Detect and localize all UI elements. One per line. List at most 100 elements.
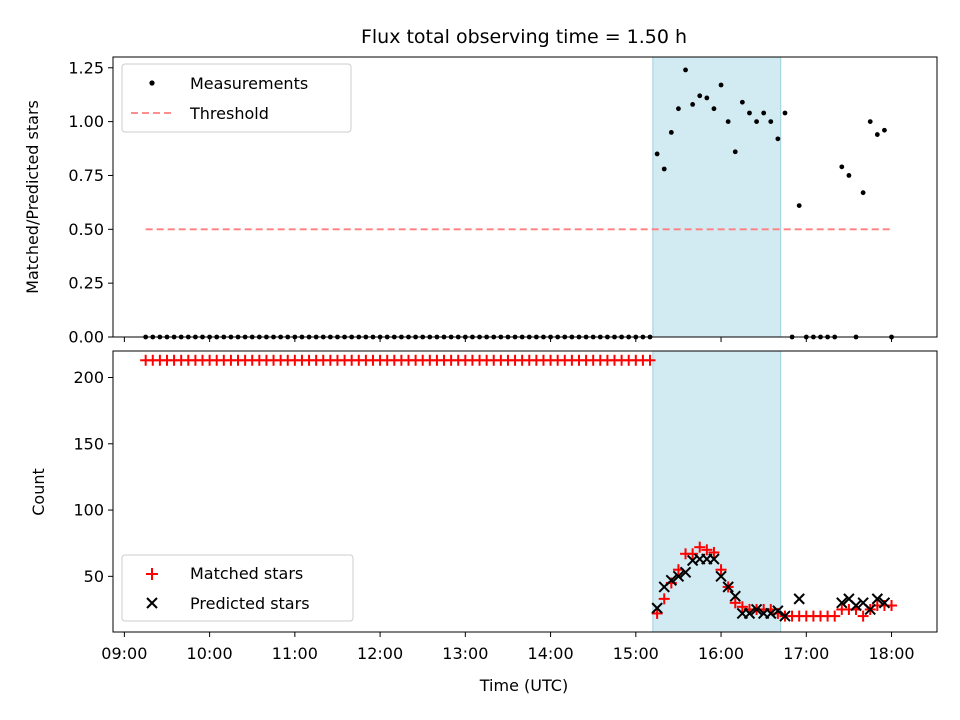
bottom-y-ticks: 50 100 150 200: [73, 368, 113, 586]
predicted-star-point: [779, 610, 791, 622]
top-legend: Measurements Threshold: [121, 63, 352, 133]
matched-star-point: [729, 597, 741, 609]
predicted-stars-points: [651, 553, 891, 622]
measurement-point: [754, 119, 759, 125]
bottom-y-axis-label: Count: [29, 468, 48, 516]
measurement-point: [882, 127, 887, 133]
predicted-star-stroke: [722, 581, 734, 593]
x-tick-label: 16:00: [698, 644, 744, 663]
predicted-star-point: [722, 581, 734, 593]
measurement-point: [846, 173, 852, 178]
top-legend-box: [121, 63, 352, 133]
predicted-star-stroke: [750, 603, 763, 616]
x-tick-label: 13:00: [442, 644, 488, 663]
predicted-star-stroke: [743, 607, 756, 620]
y-tick-label: 0.75: [68, 166, 104, 185]
predicted-star-point: [750, 603, 763, 616]
measurement-point: [683, 67, 688, 73]
predicted-star-point: [708, 553, 720, 565]
predicted-star-stroke: [836, 597, 848, 609]
predicted-star-point: [679, 566, 692, 579]
predicted-star-point: [743, 607, 756, 620]
y-tick-label: 200: [73, 368, 104, 387]
predicted-star-stroke: [850, 599, 862, 612]
predicted-stars-legend-label: Predicted stars: [190, 594, 310, 613]
matched-star-point: [651, 607, 663, 619]
predicted-star-stroke: [729, 590, 741, 602]
predicted-star-point: [864, 603, 876, 616]
x-tick-label: 10:00: [187, 644, 233, 663]
measurements-legend-label: Measurements: [190, 74, 308, 93]
top-panel: 0.00 0.25 0.50 0.75 1.00 1.25 Flux total obse…: [23, 26, 938, 347]
matched-star-point: [736, 601, 748, 613]
predicted-star-point: [878, 597, 891, 609]
bottom-legend: Matched stars Predicted stars: [121, 554, 354, 622]
matched-star-point: [701, 544, 713, 556]
top-y-axis-label: Matched/Predicted stars: [23, 100, 42, 294]
x-tick-label: 11:00: [272, 644, 318, 663]
y-tick-label: 0.50: [68, 220, 104, 239]
measurement-point: [725, 119, 731, 125]
matched-star-point: [644, 354, 656, 366]
measurement-point: [874, 132, 880, 137]
predicted-star-stroke: [871, 593, 884, 605]
bottom-axes-frame: [112, 350, 938, 633]
predicted-star-stroke: [686, 554, 699, 567]
top-x-ticks: [123, 337, 893, 342]
measurement-point: [697, 93, 703, 99]
measurements-legend-marker: [149, 80, 155, 86]
measurement-point: [782, 110, 788, 116]
measurement-point: [704, 95, 710, 101]
measurement-point: [768, 119, 774, 125]
y-tick-label: 0.25: [68, 274, 104, 293]
measurement-point: [739, 99, 745, 105]
predicted-star-point: [871, 593, 884, 605]
matched-stars-legend-label: Matched stars: [190, 564, 303, 583]
predicted-star-stroke: [715, 570, 727, 583]
predicted-star-point: [729, 590, 741, 602]
y-tick-label: 1.25: [68, 58, 104, 77]
y-tick-label: 1.00: [68, 112, 104, 131]
x-tick-label: 12:00: [357, 644, 403, 663]
y-tick-label: 0.00: [68, 328, 104, 347]
bottom-x-ticks: 09:00 10:00 11:00 12:00 13:00 14:00 15:00 16:00…: [101, 632, 915, 663]
predicted-star-stroke: [672, 570, 685, 583]
measurement-point: [775, 136, 781, 142]
measurement-point: [718, 82, 724, 88]
matched-star-point: [829, 610, 841, 622]
measurement-point: [690, 101, 696, 107]
predicted-star-point: [850, 599, 862, 612]
measurement-point: [661, 166, 667, 172]
predicted-star-stroke: [843, 593, 855, 605]
predicted-star-point: [836, 597, 848, 609]
x-tick-label: 09:00: [101, 644, 147, 663]
predicted-star-stroke: [665, 574, 678, 587]
x-axis-label: Time (UTC): [479, 676, 568, 695]
predicted-star-point: [715, 570, 727, 583]
y-tick-label: 100: [73, 501, 104, 520]
x-tick-label: 18:00: [868, 644, 914, 663]
measurement-point: [867, 119, 873, 125]
measurement-point: [676, 106, 681, 112]
measurement-point: [711, 106, 717, 112]
matched-star-point: [708, 546, 720, 558]
predicted-star-point: [765, 607, 777, 620]
predicted-star-stroke: [708, 553, 720, 565]
bottom-legend-box: [121, 554, 354, 622]
x-tick-label: 14:00: [528, 644, 574, 663]
top-axes-frame: [112, 56, 938, 338]
threshold-legend-label: Threshold: [189, 104, 269, 123]
x-tick-label: 15:00: [613, 644, 659, 663]
y-tick-label: 50: [84, 567, 104, 586]
matched-star-point: [658, 593, 670, 605]
top-y-ticks: 0.00 0.25 0.50 0.75 1.00 1.25: [68, 58, 113, 347]
measurement-point: [860, 190, 866, 196]
bottom-observing-window-shading: [652, 350, 782, 633]
matched-stars-points: [140, 354, 898, 622]
predicted-star-point: [772, 605, 784, 617]
top-observing-window-shading: [652, 56, 782, 338]
chart-title: Flux total observing time = 1.50 h: [361, 26, 687, 48]
predicted-star-stroke: [864, 603, 876, 616]
matched-star-point: [715, 564, 727, 576]
